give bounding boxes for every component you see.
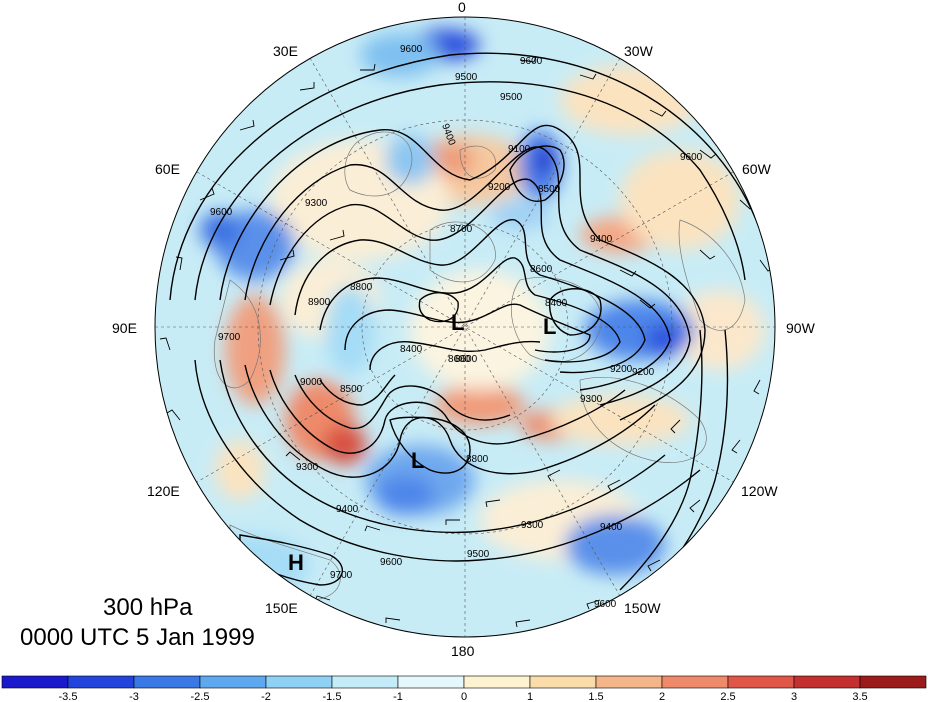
low-center-arctic: L bbox=[451, 310, 464, 335]
colorbar-swatch bbox=[397, 675, 465, 689]
colorbar-tick-label: 2 bbox=[659, 691, 665, 702]
contour-label: 8500 bbox=[340, 384, 363, 395]
colorbar-swatch bbox=[595, 675, 663, 689]
colorbar-tick-label: 3.5 bbox=[852, 691, 867, 702]
contour-label: 8400 bbox=[545, 298, 568, 309]
contour-label: 8900 bbox=[308, 297, 331, 308]
lon-label-150w: 150W bbox=[624, 600, 661, 616]
colorbar-swatch bbox=[133, 675, 201, 689]
graticule bbox=[155, 17, 775, 637]
contour-label: 9300 bbox=[521, 520, 544, 531]
colorbar-swatch bbox=[529, 675, 597, 689]
contour-label: 9500 bbox=[455, 72, 478, 83]
colorbar-tick-label: 1.5 bbox=[588, 691, 603, 702]
contour-label: 8800 bbox=[350, 282, 373, 293]
lon-label-0: 0 bbox=[458, 0, 466, 15]
contour-label-group: 9600 9500 9400 9300 9200 9100 9000 8900 … bbox=[210, 44, 703, 610]
colorbar-tick-label: 2.5 bbox=[720, 691, 735, 702]
lon-label-90w: 90W bbox=[786, 320, 816, 336]
contour-label: 8400 bbox=[400, 344, 423, 355]
map-disk bbox=[155, 17, 775, 637]
colorbar-tick-label: -3 bbox=[129, 691, 139, 702]
contour-label: 9600 bbox=[520, 56, 543, 67]
contour-label: 9600 bbox=[380, 557, 403, 568]
colorbar-tick-label: -1.5 bbox=[323, 691, 342, 702]
contour-label: 9100 bbox=[508, 144, 531, 155]
lon-label-180: 180 bbox=[451, 643, 475, 659]
lon-label-60w: 60W bbox=[742, 161, 772, 177]
colorbar-swatch bbox=[793, 675, 861, 689]
lon-label-120e: 120E bbox=[147, 483, 180, 499]
contour-label: 8700 bbox=[450, 224, 473, 235]
colorbar-tick-label: 0 bbox=[461, 691, 467, 702]
contour-label: 9300 bbox=[296, 462, 319, 473]
lon-label-60e: 60E bbox=[155, 161, 180, 177]
contour-label: 9200 bbox=[610, 364, 633, 375]
colorbar-swatch bbox=[67, 675, 135, 689]
lon-label-120w: 120W bbox=[741, 483, 778, 499]
colorbar-swatch bbox=[265, 675, 333, 689]
colorbar: -3.5 -3 -2.5 -2 -1.5 -1 0 1 1.5 2 2.5 3 3.5 bbox=[1, 675, 927, 702]
lon-label-150e: 150E bbox=[265, 600, 298, 616]
colorbar-tick-label: -3.5 bbox=[59, 691, 78, 702]
pressure-level-title: 300 hPa bbox=[103, 594, 193, 621]
colorbar-swatch bbox=[1, 675, 69, 689]
longitude-labels: 0 30W 60W 90W 120W 150W 180 150E 120E 90… bbox=[112, 0, 816, 659]
colorbar-swatch bbox=[463, 675, 531, 689]
contour-label: 9400 bbox=[600, 522, 623, 533]
low-center-canada: L bbox=[543, 314, 556, 339]
contour-label: 8500 bbox=[538, 184, 561, 195]
map-boundary bbox=[154, 16, 776, 638]
low-center-siberia: L bbox=[411, 448, 424, 473]
contour-label: 9700 bbox=[218, 332, 241, 343]
contour-label: 9500 bbox=[500, 92, 523, 103]
contour-label: 9300 bbox=[305, 198, 328, 209]
lon-label-30w: 30W bbox=[624, 43, 654, 59]
contour-label: 9600 bbox=[210, 207, 233, 218]
contour-label: 9500 bbox=[467, 549, 490, 560]
contour-label: 8600 bbox=[448, 354, 471, 365]
colorbar-swatch bbox=[727, 675, 795, 689]
coastlines bbox=[213, 131, 746, 601]
contour-label: 9000 bbox=[300, 377, 323, 388]
contour-label: 9400 bbox=[590, 234, 613, 245]
colorbar-tick-label: -1 bbox=[393, 691, 403, 702]
contour-label: 9600 bbox=[680, 152, 703, 163]
lon-label-90e: 90E bbox=[112, 320, 137, 336]
colorbar-tick-label: -2.5 bbox=[191, 691, 210, 702]
contour-label: 9200 bbox=[488, 182, 511, 193]
colorbar-swatch bbox=[859, 675, 927, 689]
colorbar-tick-label: 3 bbox=[791, 691, 797, 702]
contour-label: 9700 bbox=[330, 570, 353, 581]
contour-label: 9400 bbox=[336, 504, 359, 515]
contour-label: 8600 bbox=[530, 264, 553, 275]
colorbar-tick-label: 1 bbox=[527, 691, 533, 702]
colorbar-swatch bbox=[199, 675, 267, 689]
contour-label: 9600 bbox=[594, 599, 617, 610]
contour-label: 9300 bbox=[580, 394, 603, 405]
wind-barbs bbox=[159, 55, 774, 628]
contour-label: 8800 bbox=[466, 454, 489, 465]
lon-label-30e: 30E bbox=[273, 43, 298, 59]
colorbar-tick-label: -2 bbox=[261, 691, 271, 702]
valid-time-title: 0000 UTC 5 Jan 1999 bbox=[20, 624, 255, 651]
colorbar-swatch bbox=[331, 675, 399, 689]
high-center-pacific: H bbox=[288, 550, 304, 575]
contour-label: 9600 bbox=[400, 44, 423, 55]
colorbar-swatch bbox=[661, 675, 729, 689]
contour-label: 9200 bbox=[632, 367, 655, 378]
contour-label: 8600 bbox=[455, 354, 478, 365]
